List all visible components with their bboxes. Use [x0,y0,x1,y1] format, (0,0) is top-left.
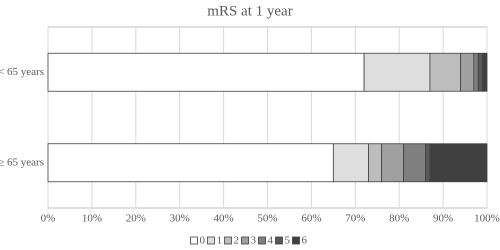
x-tick-label: 50% [257,213,277,225]
x-tick-label: 40% [214,213,234,225]
x-tick-label: 10% [82,213,102,225]
bar-segment [368,143,383,183]
bar-segment [425,143,431,183]
x-tick-label: 100% [474,213,500,225]
bar-segment [47,143,334,183]
bar-segment [473,52,479,92]
legend-label: 3 [251,235,257,247]
legend-swatch [258,236,266,245]
bar-segment [482,52,488,92]
x-tick-label: 60% [301,213,321,225]
legend-swatch [241,236,249,245]
legend-swatch [292,236,300,245]
legend-swatch [207,236,215,245]
legend-label: 4 [268,235,274,247]
legend-swatch [190,236,198,245]
legend-swatch [224,236,232,245]
x-tick-label: 70% [345,213,365,225]
legend-swatch [275,236,283,245]
x-tick-label: 90% [433,213,453,225]
legend-label: 1 [217,235,223,247]
x-tick-label: 30% [170,213,190,225]
x-tick-label: 80% [389,213,409,225]
bar-segment [460,52,475,92]
x-tick-label: 0% [41,213,56,225]
bar-segment [477,52,484,92]
legend-label: 2 [234,235,240,247]
bar-segment [332,143,369,183]
bar-segment [47,52,365,92]
bar-segment [429,143,488,183]
bar-segment [363,52,431,92]
y-tick-label: < 65 years [0,66,44,78]
bar-segment [381,143,404,183]
chart-title: mRS at 1 year [207,3,292,19]
y-tick-label: ≥ 65 years [0,156,44,168]
legend-label: 5 [285,235,291,247]
legend-label: 6 [302,235,308,247]
legend-label: 0 [200,235,206,247]
bar-segment [429,52,462,92]
x-tick-label: 20% [126,213,146,225]
bar-segment [403,143,426,183]
